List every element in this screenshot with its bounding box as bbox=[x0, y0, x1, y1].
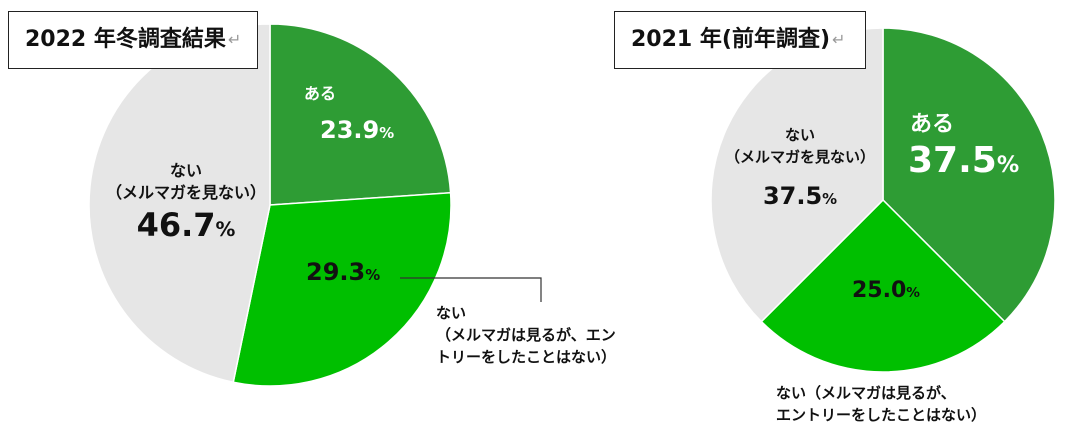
chart-title-2022: 2022 年冬調査結果 ↵ bbox=[8, 11, 258, 69]
leader-line-2022 bbox=[400, 277, 542, 302]
slice-label-minai-2022: ない （メルマガを見ない） bbox=[105, 161, 266, 202]
slice-value-minai-2022: 46.7% bbox=[136, 206, 236, 244]
slice-value-miru-2021: 25.0% bbox=[852, 278, 920, 303]
pie-slice-2021-0 bbox=[882, 27, 1056, 323]
slice-label-minai-2021: ない （メルマガを見ない） bbox=[724, 126, 875, 166]
slice-value-minai-2021: 37.5% bbox=[762, 182, 838, 210]
slice-label-aru-2022: ある bbox=[304, 84, 337, 103]
slice-value-aru-2022: 23.9% bbox=[320, 116, 395, 144]
return-mark-icon: ↵ bbox=[227, 30, 242, 49]
pie-slice-2022-1 bbox=[232, 191, 452, 387]
return-mark-icon: ↵ bbox=[832, 30, 846, 49]
slice-label-aru-2021: ある bbox=[910, 112, 955, 137]
slice-label-miru-2021: ない（メルマガは見るが、 エントリーをしたことはない） bbox=[776, 384, 987, 424]
slice-label-miru-2022: ない （メルマガは見るが、エン トリーをしたことはない） bbox=[436, 304, 617, 366]
chart-title-2021: 2021 年(前年調査) ↵ bbox=[614, 11, 866, 69]
pie-slice-2022-0 bbox=[269, 23, 452, 206]
chart-title-2021-text: 2021 年(前年調査) bbox=[631, 27, 830, 52]
pie-slice-2021-1 bbox=[760, 198, 1006, 373]
slice-value-aru-2021: 37.5% bbox=[908, 140, 1020, 181]
chart-title-2022-text: 2022 年冬調査結果 bbox=[25, 27, 226, 52]
slice-value-miru-2022: 29.3% bbox=[306, 258, 381, 286]
